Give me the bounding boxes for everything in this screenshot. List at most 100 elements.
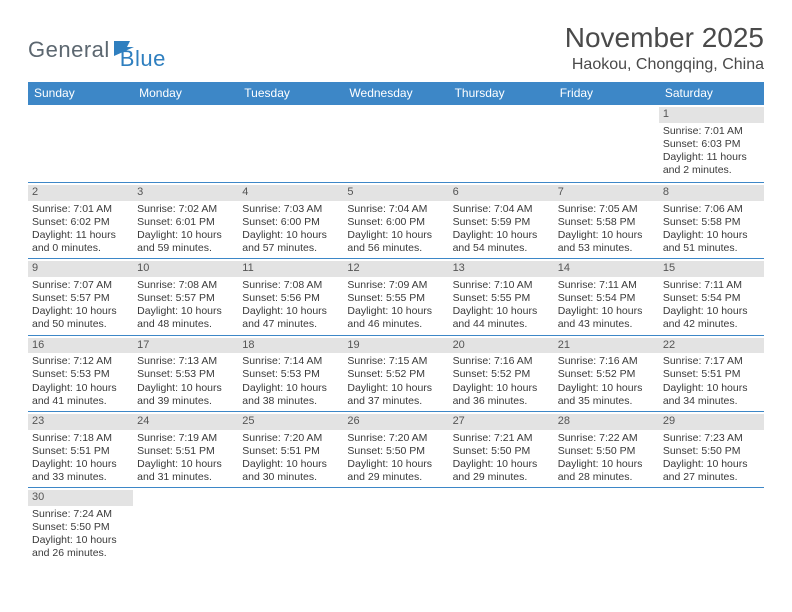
day-cell: 13Sunrise: 7:10 AMSunset: 5:55 PMDayligh… xyxy=(449,259,554,335)
dow-saturday: Saturday xyxy=(659,82,764,105)
day-cell: 2Sunrise: 7:01 AMSunset: 6:02 PMDaylight… xyxy=(28,183,133,259)
sunrise-text: Sunrise: 7:15 AM xyxy=(347,355,444,368)
day-cell: 20Sunrise: 7:16 AMSunset: 5:52 PMDayligh… xyxy=(449,336,554,412)
day-number: 1 xyxy=(659,107,764,123)
daylight-text: and 29 minutes. xyxy=(453,471,550,484)
daylight-text: and 27 minutes. xyxy=(663,471,760,484)
daylight-text: and 53 minutes. xyxy=(558,242,655,255)
daylight-text: and 47 minutes. xyxy=(242,318,339,331)
day-cell: 3Sunrise: 7:02 AMSunset: 6:01 PMDaylight… xyxy=(133,183,238,259)
sunrise-text: Sunrise: 7:09 AM xyxy=(347,279,444,292)
sunrise-text: Sunrise: 7:06 AM xyxy=(663,203,760,216)
sunset-text: Sunset: 5:58 PM xyxy=(663,216,760,229)
daylight-text: Daylight: 10 hours xyxy=(242,305,339,318)
daylight-text: Daylight: 10 hours xyxy=(558,458,655,471)
logo-text-blue: Blue xyxy=(120,28,166,72)
week-row: 1Sunrise: 7:01 AMSunset: 6:03 PMDaylight… xyxy=(28,105,764,183)
daylight-text: Daylight: 10 hours xyxy=(347,305,444,318)
daylight-text: and 59 minutes. xyxy=(137,242,234,255)
weeks-container: 1Sunrise: 7:01 AMSunset: 6:03 PMDaylight… xyxy=(28,105,764,563)
day-cell: 5Sunrise: 7:04 AMSunset: 6:00 PMDaylight… xyxy=(343,183,448,259)
sunrise-text: Sunrise: 7:03 AM xyxy=(242,203,339,216)
daylight-text: Daylight: 10 hours xyxy=(347,458,444,471)
sunrise-text: Sunrise: 7:23 AM xyxy=(663,432,760,445)
daylight-text: and 38 minutes. xyxy=(242,395,339,408)
sunrise-text: Sunrise: 7:18 AM xyxy=(32,432,129,445)
calendar-page: General Blue November 2025 Haokou, Chong… xyxy=(0,0,792,563)
daylight-text: Daylight: 10 hours xyxy=(137,382,234,395)
daylight-text: and 44 minutes. xyxy=(453,318,550,331)
sunrise-text: Sunrise: 7:16 AM xyxy=(558,355,655,368)
daylight-text: Daylight: 10 hours xyxy=(137,458,234,471)
daylight-text: Daylight: 10 hours xyxy=(242,229,339,242)
week-row: 9Sunrise: 7:07 AMSunset: 5:57 PMDaylight… xyxy=(28,259,764,335)
dow-wednesday: Wednesday xyxy=(343,82,448,105)
sunrise-text: Sunrise: 7:13 AM xyxy=(137,355,234,368)
day-number: 6 xyxy=(449,185,554,201)
daylight-text: Daylight: 10 hours xyxy=(137,305,234,318)
sunset-text: Sunset: 5:51 PM xyxy=(663,368,760,381)
sunset-text: Sunset: 5:51 PM xyxy=(137,445,234,458)
day-cell: 12Sunrise: 7:09 AMSunset: 5:55 PMDayligh… xyxy=(343,259,448,335)
empty-cell xyxy=(343,105,448,183)
empty-cell xyxy=(449,488,554,563)
daylight-text: and 29 minutes. xyxy=(347,471,444,484)
daylight-text: and 31 minutes. xyxy=(137,471,234,484)
day-cell: 4Sunrise: 7:03 AMSunset: 6:00 PMDaylight… xyxy=(238,183,343,259)
daylight-text: and 43 minutes. xyxy=(558,318,655,331)
dow-sunday: Sunday xyxy=(28,82,133,105)
day-number: 18 xyxy=(238,338,343,354)
daylight-text: and 30 minutes. xyxy=(242,471,339,484)
daylight-text: and 37 minutes. xyxy=(347,395,444,408)
sunset-text: Sunset: 5:50 PM xyxy=(32,521,129,534)
daylight-text: and 51 minutes. xyxy=(663,242,760,255)
day-number: 21 xyxy=(554,338,659,354)
sunset-text: Sunset: 5:50 PM xyxy=(453,445,550,458)
day-of-week-header: Sunday Monday Tuesday Wednesday Thursday… xyxy=(28,82,764,105)
daylight-text: Daylight: 10 hours xyxy=(242,458,339,471)
daylight-text: and 54 minutes. xyxy=(453,242,550,255)
sunset-text: Sunset: 5:56 PM xyxy=(242,292,339,305)
daylight-text: and 36 minutes. xyxy=(453,395,550,408)
daylight-text: Daylight: 10 hours xyxy=(242,382,339,395)
day-number: 9 xyxy=(28,261,133,277)
daylight-text: and 2 minutes. xyxy=(663,164,760,177)
empty-cell xyxy=(133,488,238,563)
sunrise-text: Sunrise: 7:19 AM xyxy=(137,432,234,445)
empty-cell xyxy=(659,488,764,563)
daylight-text: and 35 minutes. xyxy=(558,395,655,408)
sunset-text: Sunset: 5:51 PM xyxy=(32,445,129,458)
daylight-text: Daylight: 10 hours xyxy=(347,382,444,395)
daylight-text: Daylight: 11 hours xyxy=(663,151,760,164)
sunrise-text: Sunrise: 7:24 AM xyxy=(32,508,129,521)
page-header: General Blue November 2025 Haokou, Chong… xyxy=(28,22,764,74)
daylight-text: Daylight: 10 hours xyxy=(453,229,550,242)
sunrise-text: Sunrise: 7:01 AM xyxy=(663,125,760,138)
daylight-text: Daylight: 10 hours xyxy=(453,458,550,471)
sunset-text: Sunset: 5:54 PM xyxy=(558,292,655,305)
sunset-text: Sunset: 5:59 PM xyxy=(453,216,550,229)
daylight-text: Daylight: 10 hours xyxy=(558,305,655,318)
day-number: 8 xyxy=(659,185,764,201)
day-number: 7 xyxy=(554,185,659,201)
daylight-text: Daylight: 10 hours xyxy=(32,305,129,318)
day-cell: 26Sunrise: 7:20 AMSunset: 5:50 PMDayligh… xyxy=(343,412,448,488)
day-cell: 27Sunrise: 7:21 AMSunset: 5:50 PMDayligh… xyxy=(449,412,554,488)
day-number: 10 xyxy=(133,261,238,277)
day-number: 24 xyxy=(133,414,238,430)
day-number: 28 xyxy=(554,414,659,430)
day-number: 20 xyxy=(449,338,554,354)
daylight-text: Daylight: 10 hours xyxy=(663,305,760,318)
day-cell: 15Sunrise: 7:11 AMSunset: 5:54 PMDayligh… xyxy=(659,259,764,335)
day-cell: 11Sunrise: 7:08 AMSunset: 5:56 PMDayligh… xyxy=(238,259,343,335)
daylight-text: and 33 minutes. xyxy=(32,471,129,484)
day-number: 27 xyxy=(449,414,554,430)
day-cell: 10Sunrise: 7:08 AMSunset: 5:57 PMDayligh… xyxy=(133,259,238,335)
day-cell: 21Sunrise: 7:16 AMSunset: 5:52 PMDayligh… xyxy=(554,336,659,412)
sunset-text: Sunset: 5:52 PM xyxy=(453,368,550,381)
day-number: 26 xyxy=(343,414,448,430)
sunset-text: Sunset: 6:00 PM xyxy=(347,216,444,229)
sunrise-text: Sunrise: 7:12 AM xyxy=(32,355,129,368)
sunrise-text: Sunrise: 7:04 AM xyxy=(453,203,550,216)
day-number: 15 xyxy=(659,261,764,277)
